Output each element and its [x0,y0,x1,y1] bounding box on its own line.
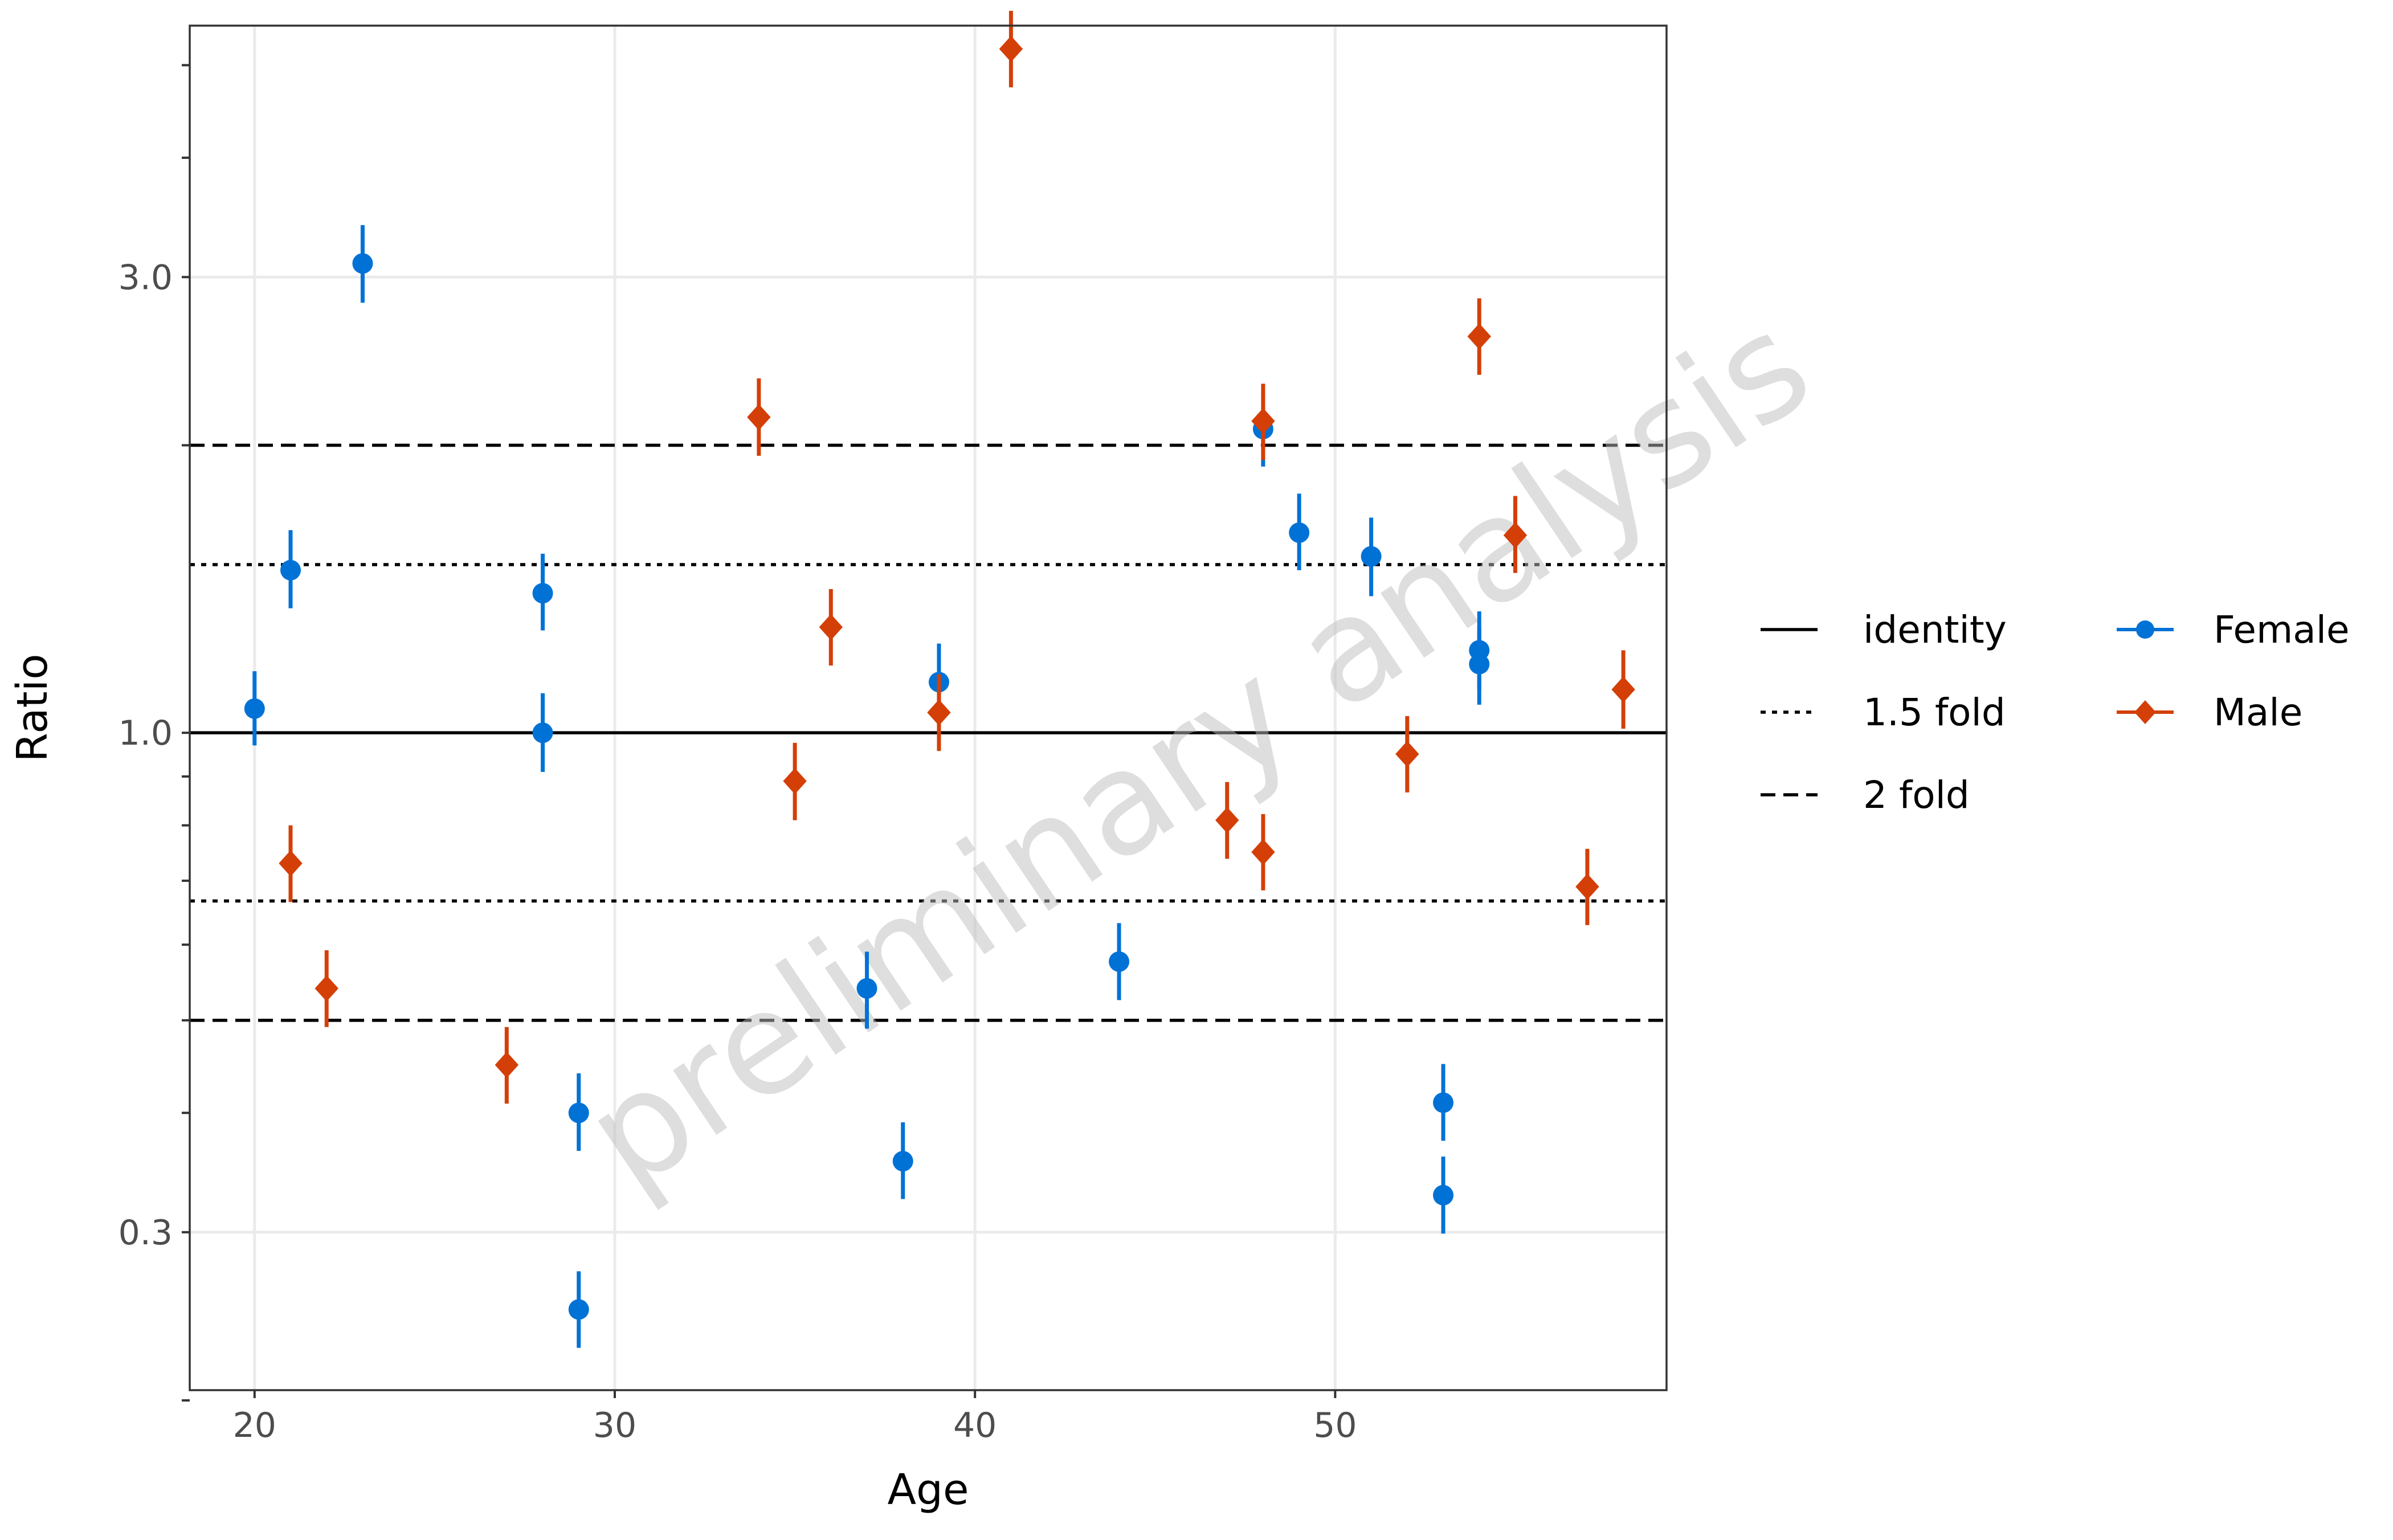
male-point [927,674,951,751]
reference-lines [190,443,1667,1022]
legend: identity 1.5 fold 2 fold Female Male [1761,608,2350,817]
marker-circle [532,583,553,604]
marker-circle [856,978,877,999]
male-point [819,589,843,666]
female-point [1469,627,1490,705]
marker-diamond [1575,873,1599,900]
female-point [532,553,553,631]
marker-diamond [819,614,843,640]
y-tick-label: 0.3 [119,1213,173,1253]
marker-diamond [1503,522,1528,549]
male-point [783,742,807,820]
y-tick-label: 3.0 [119,258,173,297]
panel-border [189,24,1668,1391]
marker-circle [892,1151,913,1172]
female-point [892,1122,913,1199]
marker-diamond [315,975,338,1002]
marker-circle [352,253,373,274]
marker-diamond [1611,676,1635,703]
marker-circle [1289,522,1310,543]
male-point [495,1027,519,1104]
male-point [1251,814,1275,890]
marker-diamond [927,699,951,726]
male-point [279,825,303,902]
male-point [1215,782,1239,859]
marker-diamond [1251,408,1275,435]
marker-circle [1433,1092,1454,1113]
female-point [352,225,373,303]
y-axis-title: Ratio [8,654,57,762]
marker-circle [1109,951,1130,972]
female-point [532,693,553,772]
marker-diamond [1467,323,1491,350]
marker-diamond [999,35,1023,62]
female-point [856,951,877,1029]
marker-diamond [783,768,807,795]
marker-diamond [1395,741,1419,767]
female-point [280,530,301,608]
legend-label: identity [1863,608,2007,652]
female-point [244,671,265,746]
female-point [1361,517,1382,597]
watermark: preliminary analysis [557,281,1837,1220]
female-point [1433,1157,1454,1234]
male-point [1575,848,1599,925]
marker-circle [280,559,301,581]
marker-diamond [279,850,303,877]
male-point [1611,650,1635,729]
marker-circle [1469,653,1490,675]
male-point [747,378,771,456]
x-tick-label: 40 [953,1406,997,1445]
female-point [1289,493,1310,570]
legend-label: 1.5 fold [1863,691,2006,734]
y-tick-label: 1.0 [119,713,173,753]
legend-label: Male [2214,691,2302,734]
x-tick-label: 30 [593,1406,636,1445]
x-axis-title: Age [887,1465,969,1514]
female-point [1109,923,1130,1000]
marker-diamond [1251,839,1275,865]
male-point [315,950,338,1027]
marker-diamond [747,404,771,431]
marker-circle [1433,1184,1454,1206]
marker-circle [1361,546,1382,567]
male-point [1503,496,1528,573]
marker-circle [244,698,265,719]
male-point [1251,383,1275,460]
legend-label: Female [2214,608,2350,652]
female-point [568,1271,589,1348]
marker-diamond [495,1052,519,1079]
legend-marker-circle [2136,620,2154,639]
marker-circle [568,1102,589,1124]
x-tick-label: 50 [1313,1406,1357,1445]
female-point [1433,1064,1454,1141]
male-point [1467,298,1491,375]
male-point [1395,716,1419,793]
female-point [568,1073,589,1151]
marker-diamond [1215,807,1239,834]
x-tick-label: 20 [233,1406,276,1445]
data-marks [244,10,1635,1348]
legend-marker-diamond [2134,700,2156,724]
marker-circle [532,722,553,744]
legend-label: 2 fold [1863,773,1970,817]
axes: 20 30 40 50 0.3 1.0 3.0 [119,64,1357,1445]
male-point [999,10,1023,88]
marker-circle [568,1299,589,1320]
